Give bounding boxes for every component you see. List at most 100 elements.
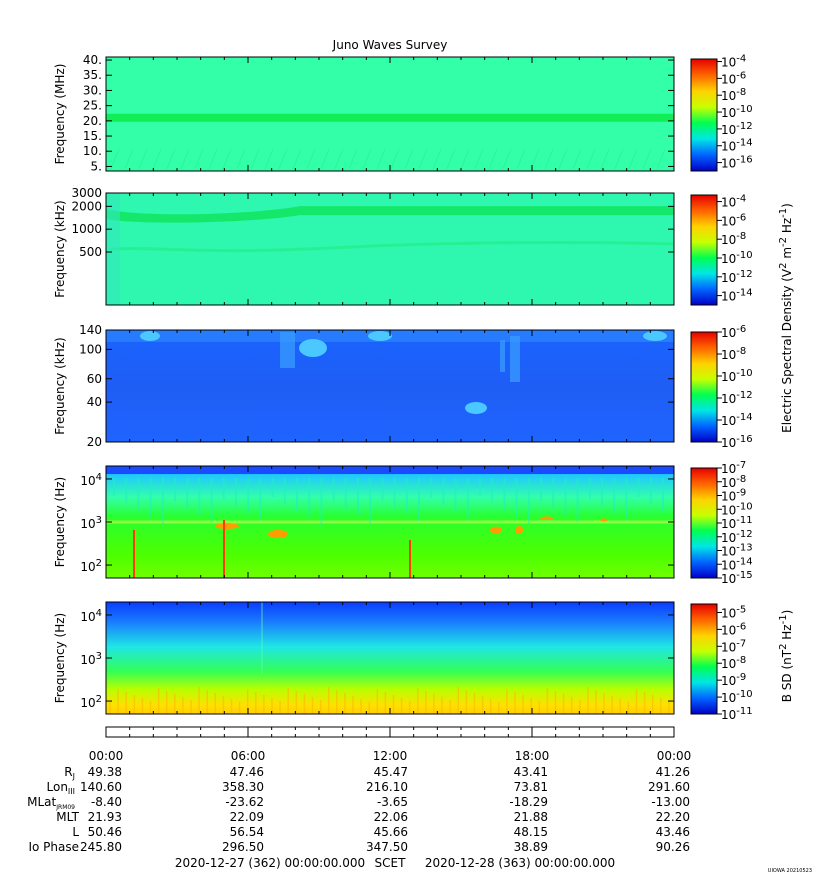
y-axis-label: Frequency (kHz) [53,200,67,297]
emission-band [106,206,674,223]
time-tick-label: 12:00 [373,749,408,763]
edge-strip [106,193,120,305]
colorbar-tick-label: 10-10 [721,104,753,120]
colorbar-tick-label: 10-7 [721,638,746,654]
ephemeris-value: 73.81 [514,780,548,794]
faint-striation [544,148,554,170]
colorbar-tick-label: 10-9 [721,672,746,688]
colorbar-tick-label: 10-7 [721,460,746,476]
ephemeris-row-label: L [72,825,79,839]
colorbar-tick-label: 10-6 [721,621,746,637]
faint-striation [376,148,386,170]
time-axis-label: SCET [375,856,407,870]
y-tick-label: 140 [79,323,102,337]
emission-patch [465,402,487,414]
emission-patch [643,331,667,341]
time-tick-label: 18:00 [515,749,550,763]
ephemeris-value: 296.50 [222,840,264,854]
faint-striation [432,148,442,170]
ephemeris-value: -3.65 [377,795,408,809]
figure-footer: 2020-12-27 (362) 00:00:00.000 SCET 2020-… [175,856,812,874]
intense-patch [515,526,523,534]
y-tick-label: 15. [83,129,102,143]
faint-striation [446,148,456,170]
ephemeris-value: 43.46 [656,825,690,839]
colorbar-tick-label: 10-12 [721,269,753,285]
ephemeris-value: -13.00 [651,795,690,809]
emission-patch [140,331,160,341]
intense-patch [268,530,288,538]
emission-patch [299,339,327,357]
colorbar [690,467,718,579]
faint-striation [614,148,624,170]
colorbar-tick-label: 10-12 [721,121,753,137]
faint-striation [348,148,358,170]
ephemeris-table: RJ 49.38 47.46 45.47 43.41 41.26 LonIII 140.60 3… [27,765,690,854]
ephemeris-value: 38.89 [514,840,548,854]
faint-striation [292,148,302,170]
faint-striation [390,148,400,170]
colorbar-tick-label: 10-14 [721,138,753,154]
ephemeris-value: 22.06 [374,810,408,824]
faint-striation [110,148,120,170]
faint-striation [334,148,344,170]
colorbar-tick-label: 10-4 [721,194,746,210]
ephemeris-value: 358.30 [222,780,264,794]
faint-striation [180,148,190,170]
intense-patch [215,523,239,529]
ephemeris-row-label: MLT [56,810,79,824]
colorbar-tick-label: 10-10 [721,501,753,517]
y-tick-label: 40. [83,53,102,67]
colorbar-tick-label: 10-10 [721,368,753,384]
faint-striation [488,148,498,170]
faint-striation [460,148,470,170]
colorbar-tick-label: 10-10 [721,689,753,705]
colorbar-tick-label: 10-12 [721,529,753,545]
chart-title: Juno Waves Survey [332,38,448,52]
y-tick-label: 102 [80,694,102,710]
faint-striation [194,148,204,170]
y-tick-label: 20 [87,435,102,449]
y-tick-label: 60 [87,372,102,386]
faint-striation [208,148,218,170]
spectrogram-panel-3: 20 40 60 100 140 Frequency (kHz) 10-6 10-8 10-10… [53,323,753,450]
ephemeris-value: 245.80 [80,840,122,854]
faint-striation [628,148,638,170]
faint-striation [152,148,162,170]
time-axis: 00:00 06:00 12:00 18:00 00:00 [89,726,691,763]
emission-band [106,113,674,122]
electric-colorbar-label: Electric Spectral Density (V2 m-2 Hz-1) [778,203,794,433]
y-tick-label: 103 [80,651,102,667]
colorbar-tick-label: 10-14 [721,412,753,428]
y-tick-label: 1000 [71,222,102,236]
ephemeris-value: 291.60 [648,780,690,794]
faint-striation [124,148,134,170]
faint-striation [418,148,428,170]
time-range-end: 2020-12-28 (363) 00:00:00.000 [425,856,615,870]
y-tick-label: 5. [91,159,102,173]
colorbar-tick-label: 10-14 [721,556,753,572]
colorbar-tick-label: 10-8 [721,346,746,362]
faint-striation [166,148,176,170]
faint-striation [572,148,582,170]
spectrogram-panel-4: 102 103 104 Frequency (Hz) 10-710-810-910-10… [53,460,753,586]
ephemeris-value: 49.38 [88,765,122,779]
y-tick-label: 103 [80,515,102,531]
lower-emission-band [109,241,675,253]
y-axis-label: Frequency (kHz) [53,337,67,434]
colorbar-tick-label: 10-8 [721,655,746,671]
ephemeris-value: 22.09 [230,810,264,824]
ephemeris-row-label: LonIII [47,780,76,796]
ephemeris-row-label: RJ [64,765,75,781]
ephemeris-value: 41.26 [656,765,690,779]
colorbar-tick-label: 10-6 [721,70,746,86]
colorbar [690,331,718,443]
colorbar-tick-label: 10-11 [721,706,753,722]
y-tick-label: 40 [87,395,102,409]
faint-striation [320,148,330,170]
time-range-start: 2020-12-27 (362) 00:00:00.000 [175,856,365,870]
y-tick-label: 3000 [71,186,102,200]
colorbar-tick-label: 10-5 [721,604,746,620]
ephemeris-value: 47.46 [230,765,264,779]
